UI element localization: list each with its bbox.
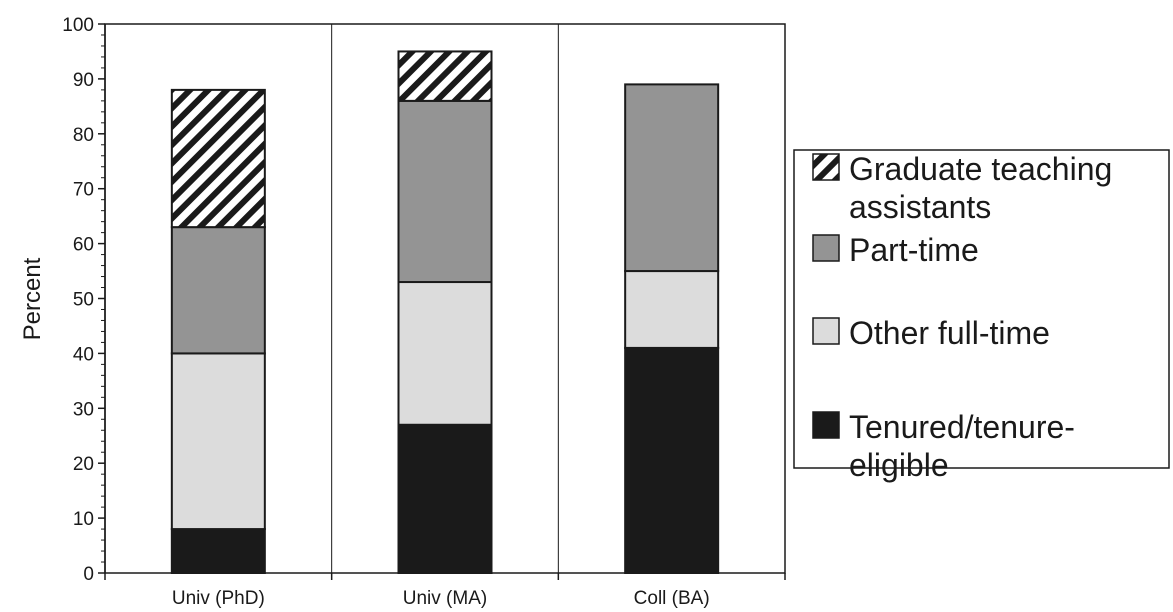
bar-tenured-tenure-eligible-univ-ma [397, 423, 493, 574]
y-tick-label: 80 [73, 125, 94, 146]
y-tick-label: 30 [73, 399, 94, 420]
bars [170, 50, 720, 575]
bar-other-full-time-univ-phd [170, 352, 266, 531]
y-tick-label: 60 [73, 235, 94, 256]
y-tick-label: 50 [73, 290, 94, 311]
y-tick-label: 40 [73, 344, 94, 365]
y-tick-label: 100 [62, 15, 94, 36]
legend-box [793, 149, 1170, 469]
legend-label-graduate-teaching-assistants: Graduate teaching assistants [849, 151, 1112, 225]
y-tick-label: 20 [73, 454, 94, 475]
legend-swatch-tenured-tenure-eligible [812, 411, 840, 439]
legend-label-tenured-tenure-eligible: Tenured/tenure-eligible [849, 409, 1075, 483]
bar-part-time-univ-phd [170, 226, 266, 355]
x-tick-label-univ-phd: Univ (PhD) [172, 588, 265, 609]
y-axis: 0 10 20 30 40 50 60 70 80 90 100 [62, 15, 106, 585]
bar-graduate-teaching-assistants-univ-phd [170, 88, 266, 229]
bar-other-full-time-univ-ma [397, 281, 493, 426]
y-tick-label: 0 [83, 564, 94, 585]
y-tick-label: 10 [73, 509, 94, 530]
x-axis: Univ (PhD) Univ (MA) Coll (BA) [104, 573, 786, 609]
bar-part-time-coll-ba [624, 83, 720, 273]
bar-tenured-tenure-eligible-coll-ba [624, 346, 720, 574]
legend-swatch-part-time [812, 234, 840, 262]
y-tick-label: 70 [73, 180, 94, 201]
legend-swatch-other-full-time [812, 317, 840, 345]
bar-graduate-teaching-assistants-univ-ma [397, 50, 493, 102]
y-tick-label: 90 [73, 70, 94, 91]
y-axis-title: Percent [19, 257, 46, 340]
bar-other-full-time-coll-ba [624, 270, 720, 349]
legend-label-part-time: Part-time [849, 232, 979, 268]
x-tick-label-coll-ba: Coll (BA) [634, 588, 710, 609]
category-separators [331, 24, 559, 573]
legend: Graduate teaching assistants Part-time Othe… [793, 149, 1170, 483]
x-tick-label-univ-ma: Univ (MA) [403, 588, 487, 609]
legend-swatch-graduate-teaching-assistants [812, 153, 840, 181]
legend-label-other-full-time: Other full-time [849, 315, 1050, 351]
bar-part-time-univ-ma [397, 99, 493, 284]
bar-tenured-tenure-eligible-univ-phd [170, 528, 266, 575]
